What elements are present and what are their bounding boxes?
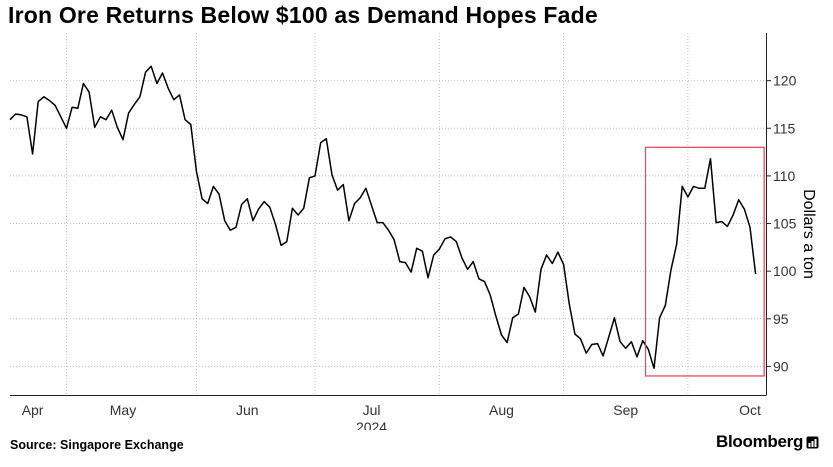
x-tick-label-oct: Oct	[739, 402, 761, 418]
x-axis-year-label: 2024	[356, 419, 387, 430]
brand-label: Bloomberg	[716, 432, 804, 451]
y-tick-label-115: 115	[773, 120, 796, 136]
series-line-iron-ore	[9, 65, 757, 370]
source-note: Source: Singapore Exchange	[10, 438, 184, 452]
x-tick-label-aug: Aug	[489, 402, 514, 418]
x-tick-label-jun: Jun	[236, 402, 259, 418]
y-tick-label-110: 110	[773, 168, 796, 184]
y-tick-label-105: 105	[773, 216, 797, 232]
x-tick-label-may: May	[110, 402, 136, 418]
x-axis-ticks: Apr May Jun Jul Aug Sep Oct	[22, 402, 761, 418]
y-axis-ticks: 90 95 100 105 110 115 120	[766, 73, 797, 374]
y-tick-label-120: 120	[773, 73, 797, 89]
y-tick-label-90: 90	[773, 358, 789, 374]
bloomberg-logo: Bloomberg	[716, 432, 819, 452]
line-chart: 90 95 100 105 110 115 120 Apr May Jun Jul Aug Sep Oc…	[9, 33, 817, 430]
y-axis-title: Dollars a ton	[800, 189, 817, 279]
x-tick-label-sep: Sep	[613, 402, 638, 418]
axes	[10, 33, 767, 396]
y-tick-label-95: 95	[773, 311, 789, 327]
gridlines	[10, 33, 766, 395]
highlight-box	[644, 146, 765, 377]
x-tick-label-apr: Apr	[22, 402, 44, 418]
bloomberg-chart-icon	[806, 436, 819, 448]
chart-title: Iron Ore Returns Below $100 as Demand Ho…	[8, 2, 598, 28]
x-tick-label-jul: Jul	[363, 402, 381, 418]
y-tick-label-100: 100	[773, 263, 797, 279]
